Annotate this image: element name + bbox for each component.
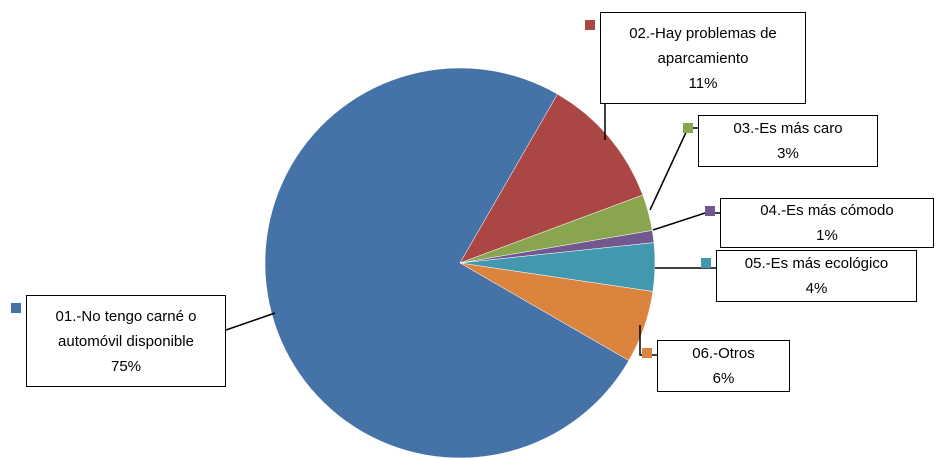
leader-line	[652, 212, 720, 231]
data-label: 02.-Hay problemas de aparcamiento 11%	[600, 12, 806, 104]
pie-slice	[459, 93, 644, 264]
value-label: 6%	[712, 370, 735, 387]
value-label: 11%	[688, 74, 718, 92]
leader-line	[649, 127, 698, 211]
legend-key	[701, 258, 711, 268]
data-label: 04.-Es más cómodo 1%	[720, 198, 934, 248]
category-label: 06.-Otros	[692, 345, 755, 362]
legend-key	[683, 123, 693, 133]
legend-key	[642, 348, 652, 358]
value-label: 75%	[110, 357, 142, 375]
data-label: 01.-No tengo carné o automóvil disponibl…	[26, 295, 226, 387]
data-label: 06.-Otros 6%	[657, 340, 790, 392]
category-label: 01.-No tengo carné o automóvil disponibl…	[55, 307, 197, 350]
category-label: 05.-Es más ecológico	[744, 255, 889, 272]
category-label: 02.-Hay problemas de aparcamiento	[629, 24, 777, 67]
legend-key	[705, 205, 715, 216]
pie-slice	[459, 262, 654, 361]
legend-key	[11, 303, 21, 313]
data-label: 03.-Es más caro 3%	[698, 115, 878, 167]
value-label: 4%	[805, 280, 828, 297]
data-label: 05.-Es más ecológico 4%	[716, 250, 917, 302]
legend-key	[585, 20, 595, 30]
value-label: 1%	[816, 227, 838, 244]
value-label: 3%	[777, 145, 799, 162]
category-label: 03.-Es más caro	[733, 120, 843, 137]
leader-line	[225, 312, 276, 331]
category-label: 04.-Es más cómodo	[760, 202, 894, 219]
